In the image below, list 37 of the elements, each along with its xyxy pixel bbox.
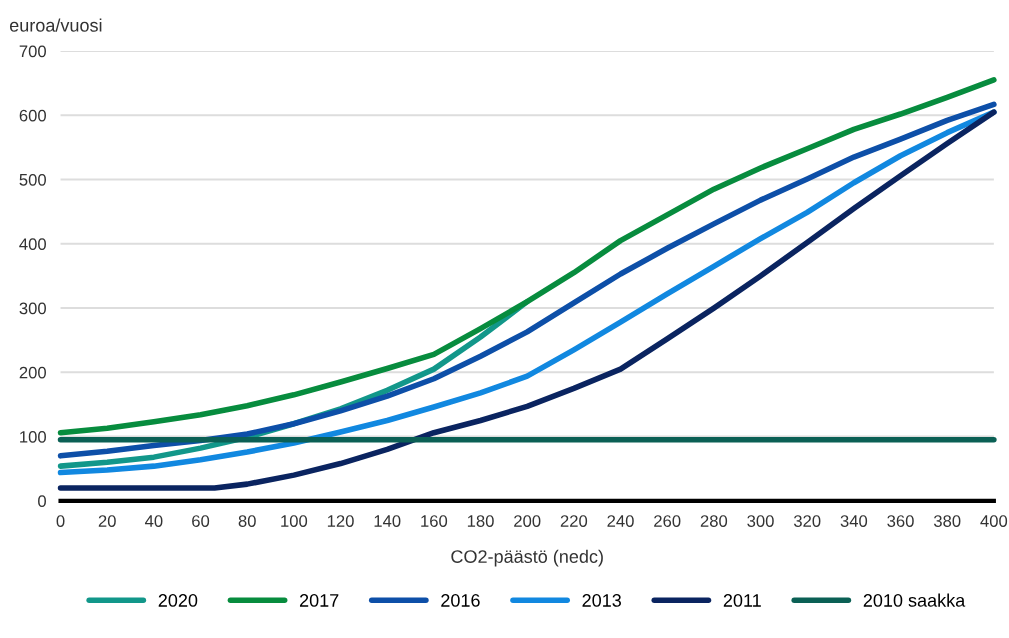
x-tick-label: 0 xyxy=(56,515,65,527)
x-tick-label: 160 xyxy=(421,515,448,527)
legend-label: 2010 saakka xyxy=(863,593,966,607)
x-tick-label: 400 xyxy=(980,515,1008,527)
x-tick-label: 300 xyxy=(747,515,774,527)
legend-label: 2017 xyxy=(299,594,339,607)
legend-label: 2011 xyxy=(723,594,761,607)
x-tick-label: 120 xyxy=(327,515,354,527)
y-tick-label: 400 xyxy=(19,238,46,251)
legend-label: 2016 xyxy=(441,594,480,607)
x-axis-title: CO2-päästö (nedc) xyxy=(451,549,603,567)
y-tick-label: 500 xyxy=(19,173,46,186)
y-tick-label: 600 xyxy=(19,109,46,122)
x-tick-label: 380 xyxy=(933,515,961,527)
x-tick-label: 40 xyxy=(144,515,163,527)
y-tick-label: 200 xyxy=(19,366,46,379)
x-tick-label: 320 xyxy=(793,515,821,527)
x-tick-label: 260 xyxy=(654,515,681,527)
y-tick-label: 300 xyxy=(19,302,46,315)
y-tick-label: 0 xyxy=(38,495,46,508)
x-tick-label: 60 xyxy=(192,515,210,527)
x-tick-label: 240 xyxy=(607,515,634,527)
x-tick-label: 140 xyxy=(374,515,401,527)
x-tick-label: 180 xyxy=(467,515,494,527)
x-tick-label: 100 xyxy=(281,515,308,527)
legend-label: 2013 xyxy=(582,594,621,607)
y-tick-label: 700 xyxy=(19,45,46,58)
x-tick-label: 340 xyxy=(840,515,868,527)
x-tick-label: 220 xyxy=(560,515,588,527)
y-tick-label: 100 xyxy=(20,430,46,443)
x-tick-label: 80 xyxy=(238,515,256,527)
x-tick-label: 20 xyxy=(98,515,116,527)
legend-label: 2020 xyxy=(158,594,198,607)
y-axis-title: euroa/vuosi xyxy=(9,18,102,32)
x-tick-label: 200 xyxy=(514,515,541,527)
x-tick-label: 280 xyxy=(700,515,728,527)
x-tick-label: 360 xyxy=(887,515,914,527)
